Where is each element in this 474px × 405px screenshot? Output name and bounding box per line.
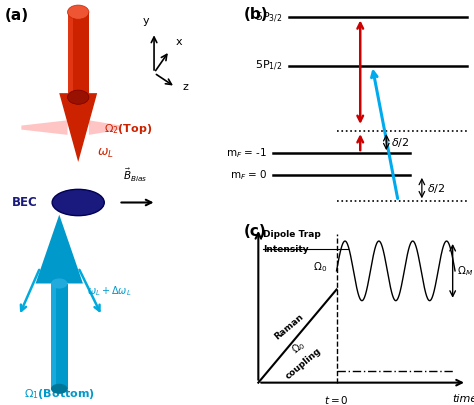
Text: $\delta/2$: $\delta/2$ [391,136,409,149]
Text: z: z [182,82,188,92]
Text: $\vec{B}_{Bias}$: $\vec{B}_{Bias}$ [123,167,147,184]
Bar [67,12,73,97]
Polygon shape [21,120,67,135]
Text: Raman: Raman [273,312,305,341]
Polygon shape [36,215,83,284]
Text: 5P$_{3/2}$: 5P$_{3/2}$ [255,11,282,25]
Bar [51,284,67,389]
Text: $t=0$: $t=0$ [324,394,349,405]
Text: y: y [143,16,149,26]
Ellipse shape [68,90,89,104]
Text: time: time [452,394,474,404]
Text: x: x [175,36,182,47]
Text: coupling: coupling [284,347,323,382]
Polygon shape [89,120,121,135]
Ellipse shape [52,190,104,216]
Text: $\Omega_1$(Bottom): $\Omega_1$(Bottom) [24,387,95,401]
Text: (a): (a) [5,8,29,23]
Ellipse shape [51,279,68,288]
Text: Dipole Trap: Dipole Trap [263,230,321,239]
Text: BEC: BEC [12,196,38,209]
Bar [67,12,89,97]
Ellipse shape [51,384,68,394]
Text: $\Omega_0$: $\Omega_0$ [313,260,327,274]
Text: $\omega_L + \Delta\omega_L$: $\omega_L + \Delta\omega_L$ [86,285,131,298]
Text: $\Omega_0$: $\Omega_0$ [289,338,308,357]
Text: $\Omega_M$: $\Omega_M$ [457,264,474,278]
Bar [51,284,55,389]
Ellipse shape [68,5,89,19]
Text: $\omega_L$: $\omega_L$ [97,147,114,160]
Text: $\Omega_2$(Top): $\Omega_2$(Top) [104,122,153,136]
Text: $\delta/2$: $\delta/2$ [427,181,445,194]
Text: (c): (c) [244,224,267,239]
Text: m$_F$ = -1: m$_F$ = -1 [227,146,268,160]
Text: 5P$_{1/2}$: 5P$_{1/2}$ [255,59,282,72]
Text: (b): (b) [244,6,269,21]
Text: Intensity: Intensity [263,245,309,254]
Text: m$_F$ = 0: m$_F$ = 0 [230,168,268,182]
Polygon shape [59,93,97,162]
